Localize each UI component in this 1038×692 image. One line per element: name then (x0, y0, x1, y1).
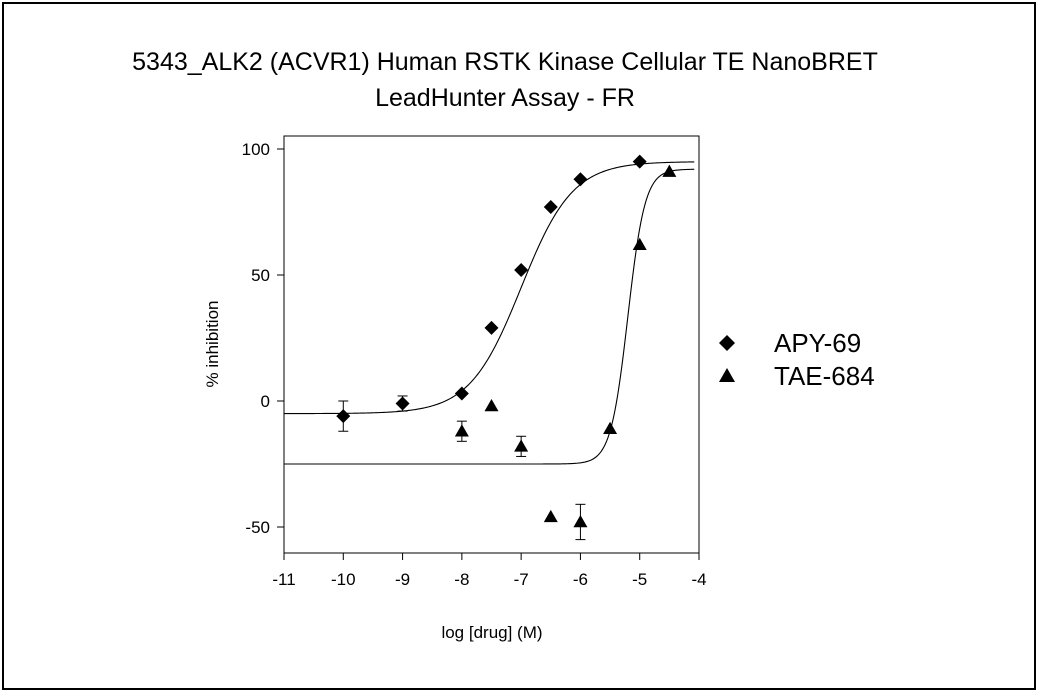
data-point-apy-69 (395, 396, 410, 411)
x-tick-label: -7 (514, 570, 529, 589)
x-tick-label: -9 (395, 570, 410, 589)
data-point-tae-684 (454, 424, 469, 437)
y-tick-label: 50 (251, 266, 270, 285)
data-point-tae-684 (603, 421, 618, 434)
x-tick-label: -6 (573, 570, 588, 589)
data-point-apy-69 (573, 172, 588, 187)
legend-marker-tae-684 (719, 368, 735, 382)
data-point-tae-684 (543, 509, 558, 523)
x-tick-label: -11 (272, 570, 295, 589)
data-point-apy-69 (454, 386, 469, 401)
data-point-apy-69 (514, 262, 529, 277)
legend-label-tae-684: TAE-684 (774, 361, 875, 391)
legend-marker-apy-69 (719, 335, 735, 351)
x-axis-label: log [drug] (M) (441, 623, 542, 642)
x-tick-label: -10 (331, 570, 356, 589)
x-tick-label: -4 (691, 570, 706, 589)
data-point-apy-69 (543, 199, 558, 214)
data-point-apy-69 (336, 409, 351, 424)
data-point-tae-684 (662, 164, 677, 177)
y-axis-label: % inhibition (203, 301, 222, 388)
x-tick-label: -5 (632, 570, 647, 589)
plot-area-border (283, 135, 700, 554)
x-tick-label: -8 (454, 570, 469, 589)
y-tick-label: 100 (242, 140, 270, 159)
data-point-apy-69 (632, 154, 647, 169)
fit-curve-apy-69 (284, 161, 695, 415)
fit-curve-tae-684 (284, 168, 695, 465)
chart-title-line2: LeadHunter Assay - FR (375, 84, 635, 112)
data-point-tae-684 (484, 399, 499, 412)
legend-label-apy-69: APY-69 (774, 328, 861, 358)
y-tick-label: 0 (261, 392, 270, 411)
data-point-tae-684 (632, 237, 647, 251)
y-tick-label: -50 (245, 518, 270, 537)
chart-title-line1: 5343_ALK2 (ACVR1) Human RSTK Kinase Cell… (132, 48, 878, 76)
data-point-apy-69 (484, 320, 499, 335)
data-point-tae-684 (514, 439, 529, 452)
data-point-tae-684 (573, 514, 588, 528)
